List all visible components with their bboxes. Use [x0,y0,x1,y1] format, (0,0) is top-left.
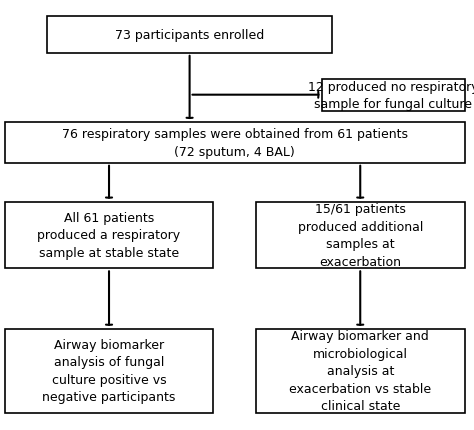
FancyBboxPatch shape [5,329,213,413]
Text: 76 respiratory samples were obtained from 61 patients
(72 sputum, 4 BAL): 76 respiratory samples were obtained fro… [62,128,408,158]
FancyBboxPatch shape [322,80,465,112]
Text: 15/61 patients
produced additional
samples at
exacerbation: 15/61 patients produced additional sampl… [298,203,423,268]
FancyBboxPatch shape [47,17,332,54]
FancyBboxPatch shape [5,202,213,269]
Text: All 61 patients
produced a respiratory
sample at stable state: All 61 patients produced a respiratory s… [37,212,181,259]
Text: 12 produced no respiratory
sample for fungal culture: 12 produced no respiratory sample for fu… [308,80,474,111]
FancyBboxPatch shape [256,329,465,413]
Text: Airway biomarker
analysis of fungal
culture positive vs
negative participants: Airway biomarker analysis of fungal cult… [42,338,176,403]
FancyBboxPatch shape [5,123,465,163]
Text: Airway biomarker and
microbiological
analysis at
exacerbation vs stable
clinical: Airway biomarker and microbiological ana… [289,329,431,412]
FancyBboxPatch shape [256,202,465,269]
Text: 73 participants enrolled: 73 participants enrolled [115,29,264,42]
